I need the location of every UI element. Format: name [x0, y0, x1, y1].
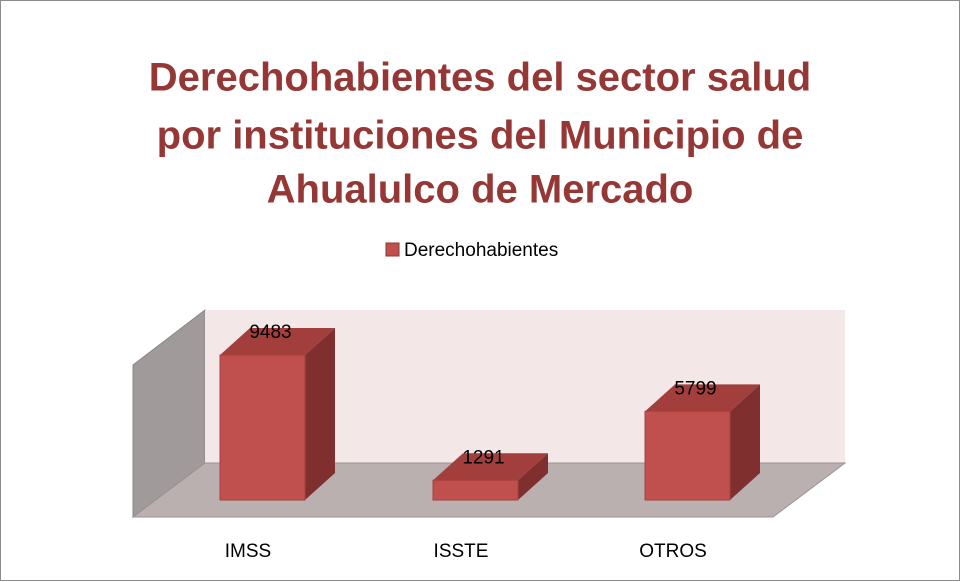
bar-side — [730, 384, 760, 500]
bar-top — [220, 328, 335, 355]
data-label: 1291 — [462, 447, 504, 468]
chart-title-line: Ahualulco de Mercado — [267, 168, 694, 212]
bar-front — [432, 479, 519, 501]
x-tick-label: OTROS — [639, 541, 707, 562]
bar-side — [305, 328, 335, 500]
bar-front — [219, 354, 306, 501]
bar — [219, 328, 335, 501]
legend-swatch — [385, 242, 400, 257]
data-label: 5799 — [674, 378, 716, 399]
x-tick-label: ISSTE — [434, 541, 489, 562]
bar-side — [518, 453, 548, 500]
bar-front — [644, 410, 731, 501]
bar-top — [433, 453, 548, 481]
bar-top — [645, 384, 760, 412]
legend-label: Derechohabientes — [404, 240, 558, 261]
data-label: 9483 — [249, 322, 291, 343]
chart-title-line: Derechohabientes del sector salud — [149, 56, 811, 100]
bar — [432, 453, 548, 501]
chart-title-line: por instituciones del Municipio de — [157, 114, 804, 158]
chart-title: Derechohabientes del sector salud por ins… — [149, 56, 811, 212]
x-tick-label: IMSS — [225, 541, 271, 562]
bar — [644, 384, 760, 501]
